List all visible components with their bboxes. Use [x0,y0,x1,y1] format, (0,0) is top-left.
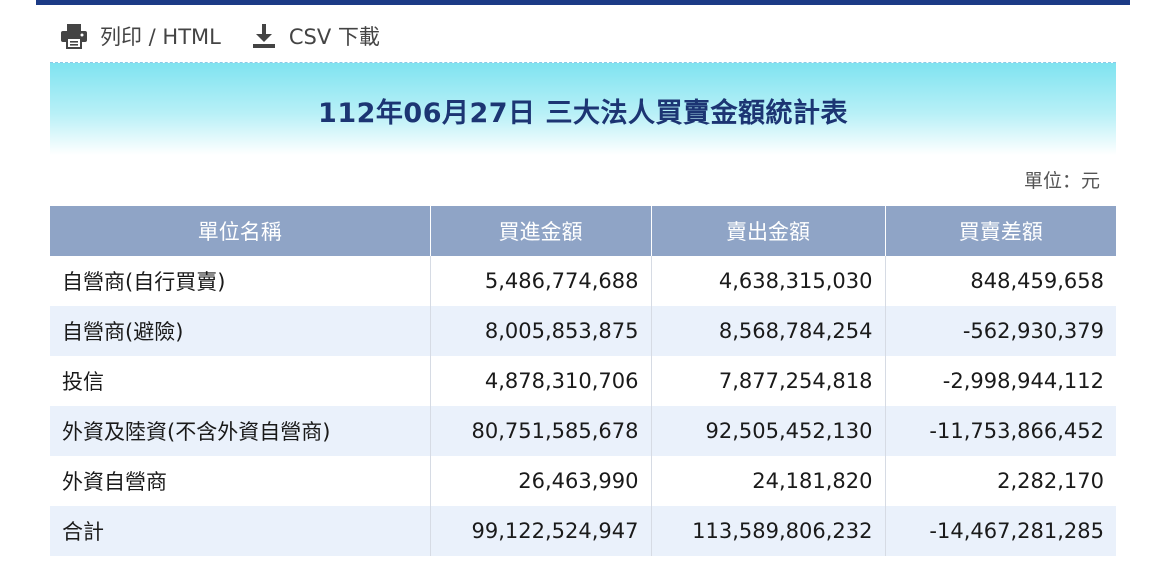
row-name: 自營商(避險) [50,306,431,356]
unit-label: 單位：元 [1023,170,1100,192]
column-header-name: 單位名稱 [50,206,431,256]
institutional-trading-table: 單位名稱 買進金額 賣出金額 買賣差額 自營商(自行買賣) 5,486,774,… [50,206,1116,556]
row-buy: 99,122,524,947 [430,506,652,556]
top-accent-bar [36,0,1130,5]
printer-icon [60,23,88,49]
toolbar: 列印 / HTML CSV 下載 [60,18,380,54]
row-net: -14,467,281,285 [885,506,1116,556]
csv-download-button[interactable]: CSV 下載 [251,21,380,51]
row-name: 外資自營商 [50,456,431,506]
row-name: 合計 [50,506,431,556]
download-icon [251,23,277,49]
row-net: 2,282,170 [885,456,1116,506]
row-net: 848,459,658 [885,256,1116,306]
table-row: 外資自營商 26,463,990 24,181,820 2,282,170 [50,456,1116,506]
column-header-buy: 買進金額 [430,206,652,256]
row-buy: 80,751,585,678 [430,406,652,456]
row-name: 投信 [50,356,431,406]
print-html-label: 列印 / HTML [100,25,221,49]
row-buy: 8,005,853,875 [430,306,652,356]
csv-download-label: CSV 下載 [288,25,380,49]
row-sell: 24,181,820 [651,456,886,506]
row-net: -11,753,866,452 [885,406,1116,456]
column-header-sell: 賣出金額 [651,206,886,256]
row-buy: 5,486,774,688 [430,256,652,306]
row-net: -562,930,379 [885,306,1116,356]
table-row: 投信 4,878,310,706 7,877,254,818 -2,998,94… [50,356,1116,406]
row-sell: 92,505,452,130 [651,406,886,456]
report-title-banner: 112年06月27日 三大法人買賣金額統計表 [50,62,1116,155]
report-title: 112年06月27日 三大法人買賣金額統計表 [318,98,848,129]
row-buy: 4,878,310,706 [430,356,652,406]
row-buy: 26,463,990 [430,456,652,506]
table-row: 外資及陸資(不含外資自營商) 80,751,585,678 92,505,452… [50,406,1116,456]
row-sell: 113,589,806,232 [651,506,886,556]
row-sell: 7,877,254,818 [651,356,886,406]
table-row-total: 合計 99,122,524,947 113,589,806,232 -14,46… [50,506,1116,556]
table-row: 自營商(避險) 8,005,853,875 8,568,784,254 -562… [50,306,1116,356]
table-row: 自營商(自行買賣) 5,486,774,688 4,638,315,030 84… [50,256,1116,306]
row-sell: 8,568,784,254 [651,306,886,356]
row-name: 外資及陸資(不含外資自營商) [50,406,431,456]
row-sell: 4,638,315,030 [651,256,886,306]
table-header-row: 單位名稱 買進金額 賣出金額 買賣差額 [50,206,1116,256]
print-html-button[interactable]: 列印 / HTML [60,21,221,51]
row-net: -2,998,944,112 [885,356,1116,406]
row-name: 自營商(自行買賣) [50,256,431,306]
column-header-net: 買賣差額 [885,206,1116,256]
